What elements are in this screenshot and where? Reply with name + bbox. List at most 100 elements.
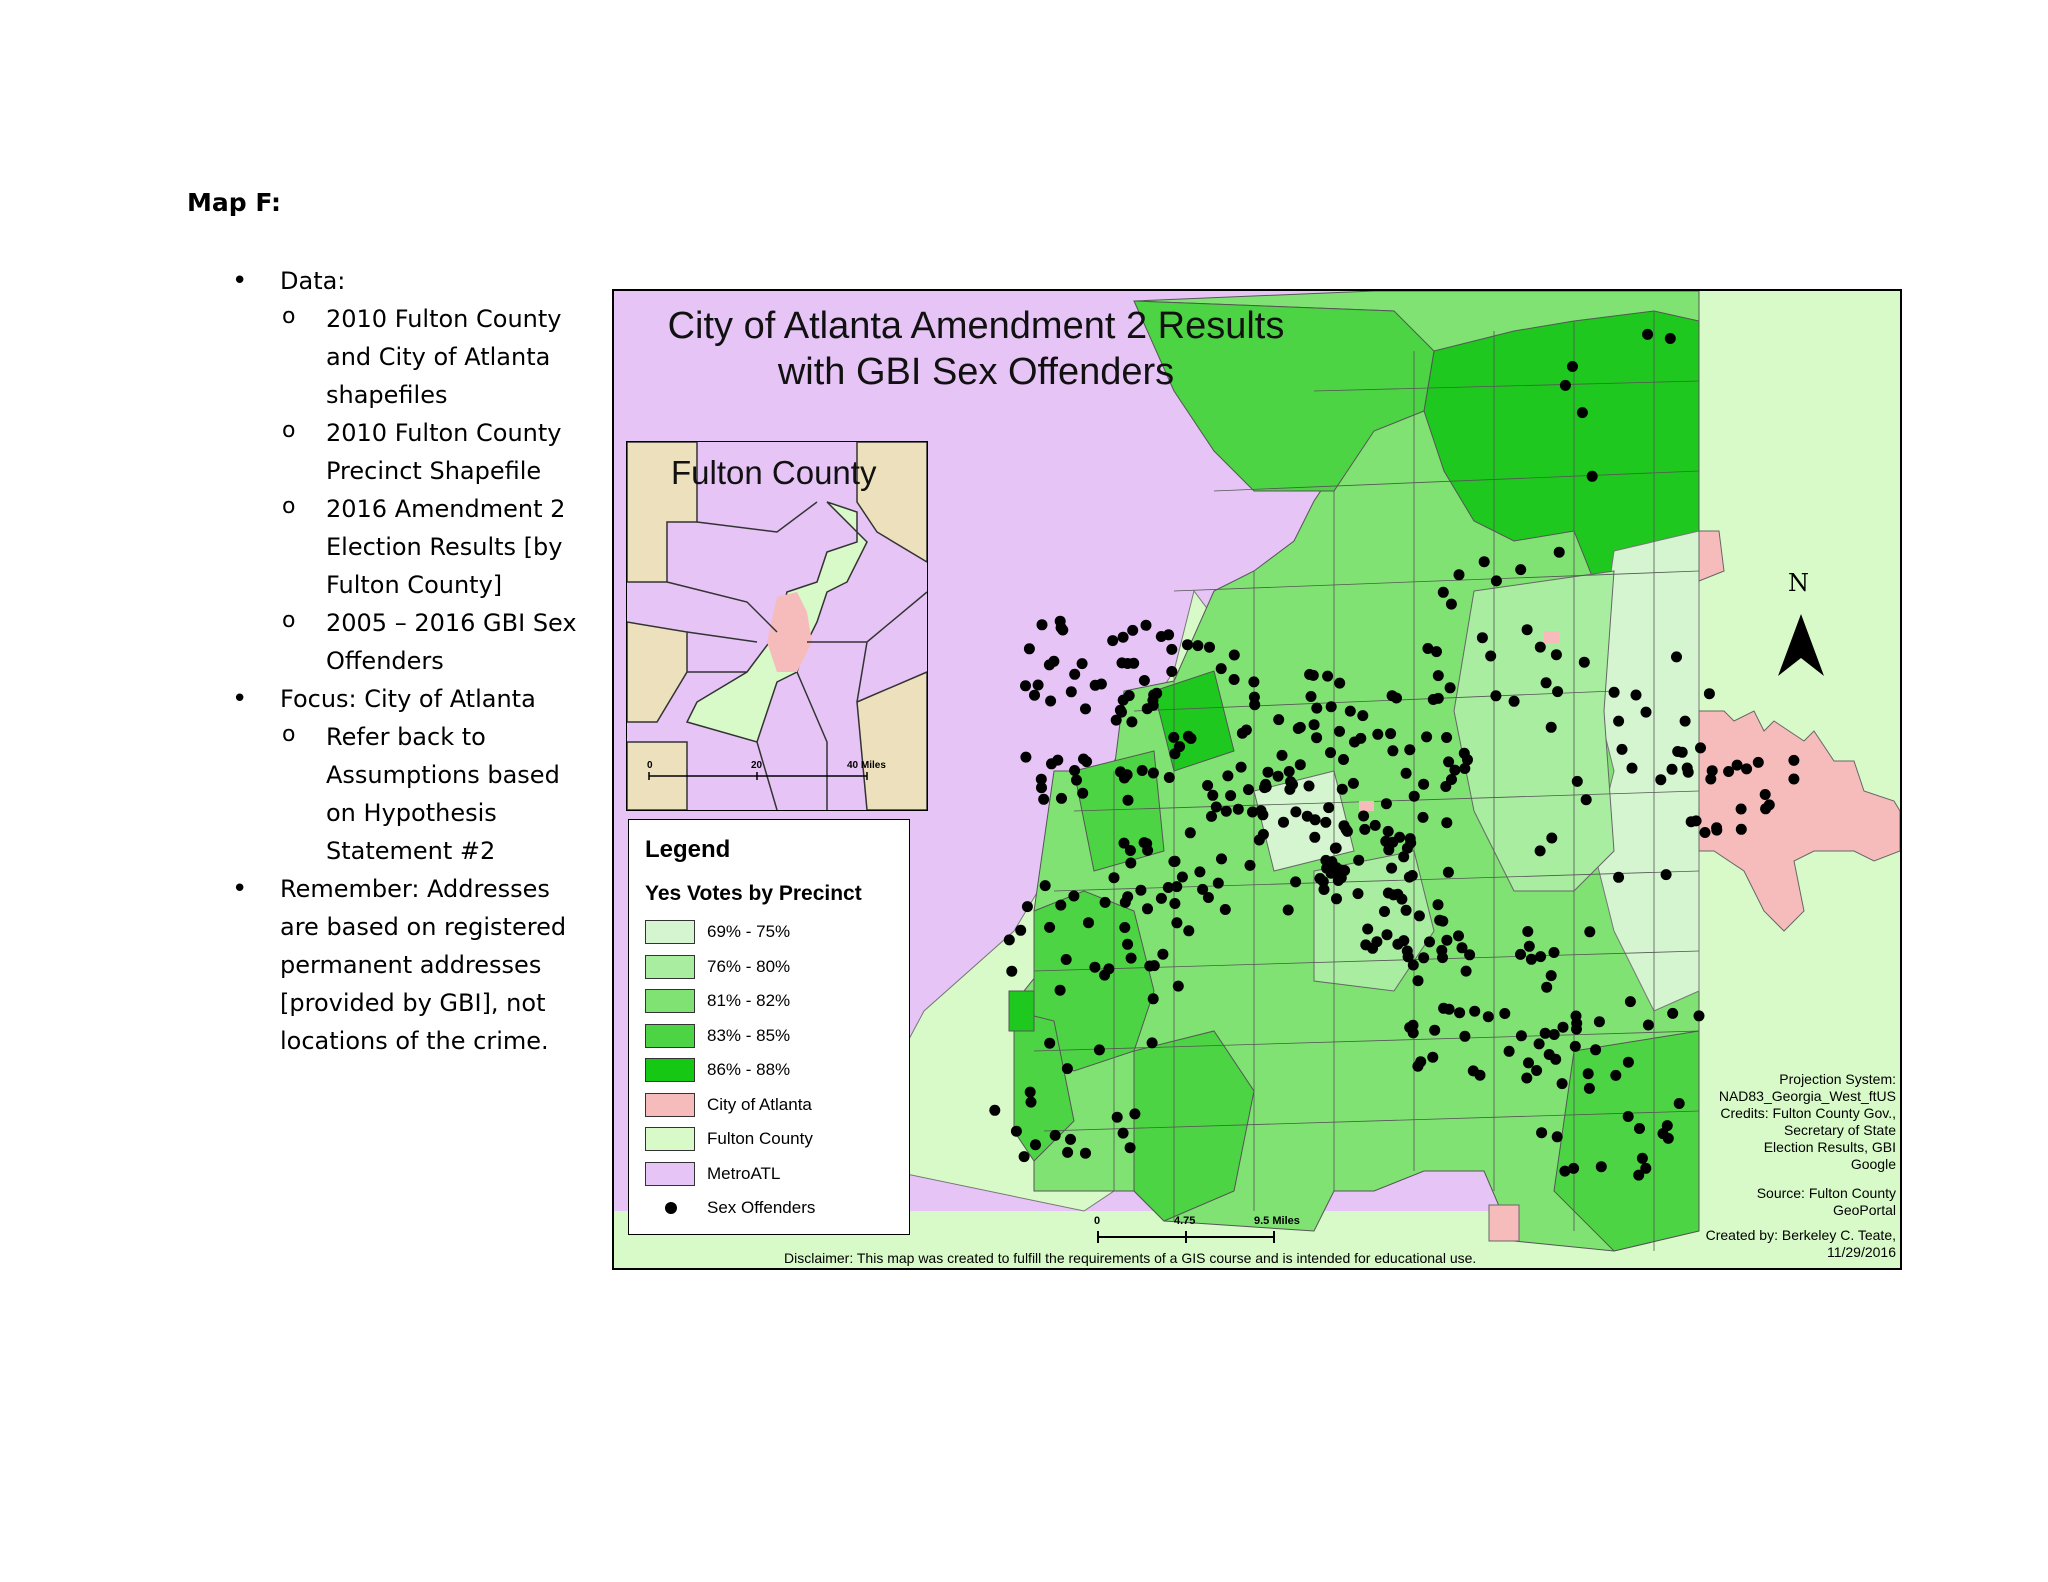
sex-offender-point bbox=[1182, 730, 1194, 742]
sex-offender-point bbox=[1398, 851, 1410, 863]
sex-offender-point bbox=[1222, 770, 1234, 782]
sex-offender-point bbox=[1633, 1169, 1645, 1181]
sex-offender-point bbox=[1456, 942, 1468, 954]
sex-offender-point bbox=[1655, 774, 1667, 786]
sex-offender-point bbox=[1136, 765, 1148, 776]
sex-offender-point bbox=[1552, 686, 1564, 698]
sex-offender-point bbox=[1065, 686, 1077, 698]
sex-offender-point bbox=[1089, 679, 1101, 691]
note-item: Remember: Addresses are based on registe… bbox=[230, 870, 590, 1060]
sex-offender-point bbox=[1711, 824, 1723, 836]
north-arrow-icon bbox=[1778, 614, 1824, 676]
precinct-area bbox=[1133, 300, 1435, 492]
sex-offender-point bbox=[1369, 819, 1381, 831]
sex-offender-point bbox=[1385, 728, 1397, 740]
legend-swatch bbox=[645, 989, 695, 1013]
sex-offender-point bbox=[1523, 1057, 1534, 1069]
sex-offender-point bbox=[1541, 981, 1553, 993]
sex-offender-point bbox=[1432, 670, 1444, 682]
inset-atlanta bbox=[767, 592, 812, 672]
legend-label: Fulton County bbox=[707, 1129, 813, 1148]
sex-offender-point bbox=[1392, 938, 1404, 950]
sex-offender-point bbox=[1699, 827, 1711, 838]
sex-offender-point bbox=[1099, 896, 1111, 908]
sex-offender-point bbox=[989, 1104, 1001, 1116]
sex-offender-point bbox=[1731, 759, 1743, 771]
sex-offender-point bbox=[1046, 758, 1057, 770]
sex-offender-point bbox=[1741, 763, 1753, 775]
sex-offender-point bbox=[1262, 766, 1274, 778]
sex-offender-point bbox=[1464, 949, 1476, 961]
sex-offender-point bbox=[1723, 766, 1735, 777]
sex-offender-point bbox=[1460, 965, 1472, 977]
sex-offender-point bbox=[1349, 736, 1360, 748]
sex-offender-point bbox=[1539, 1027, 1551, 1039]
sex-offender-point bbox=[1029, 689, 1040, 701]
sex-offender-point bbox=[1061, 1063, 1073, 1075]
sex-offender-point bbox=[1192, 640, 1204, 652]
legend-swatch bbox=[645, 954, 695, 979]
sex-offender-point bbox=[1273, 714, 1285, 726]
sex-offender-point bbox=[1626, 762, 1638, 774]
sex-offender-point bbox=[1146, 1037, 1158, 1049]
legend-swatch bbox=[645, 1058, 695, 1082]
sex-offender-point bbox=[1406, 870, 1418, 881]
sex-offender-point bbox=[1015, 924, 1027, 936]
sex-offender-point bbox=[1021, 901, 1033, 913]
sex-offender-point bbox=[1204, 641, 1215, 653]
sex-offender-point bbox=[1228, 649, 1240, 661]
sex-offender-point bbox=[1318, 884, 1330, 895]
sex-offender-point bbox=[1125, 857, 1137, 869]
sex-offender-point bbox=[1036, 782, 1047, 794]
legend-swatch bbox=[645, 1127, 695, 1151]
sex-offender-point bbox=[1147, 767, 1159, 779]
sex-offender-point bbox=[1382, 887, 1394, 899]
sex-offender-point bbox=[1307, 669, 1319, 681]
city-of-atlanta-region bbox=[1544, 631, 1559, 643]
sex-offender-point bbox=[1454, 1007, 1466, 1019]
sex-offender-point bbox=[1244, 859, 1256, 871]
sex-offender-point bbox=[1334, 677, 1346, 689]
sex-offender-point bbox=[1676, 746, 1688, 758]
sex-offender-point bbox=[1640, 1162, 1652, 1174]
inset-county bbox=[856, 671, 927, 810]
inset-map: Fulton County 0 20 40 Miles bbox=[626, 441, 928, 811]
sex-offender-point bbox=[1703, 688, 1715, 700]
sex-offender-point bbox=[1163, 772, 1175, 783]
sex-offender-point bbox=[1309, 831, 1321, 843]
sex-offender-point bbox=[1171, 917, 1183, 929]
sex-offender-point bbox=[1391, 692, 1402, 704]
sex-offender-point bbox=[1379, 906, 1390, 917]
sex-offender-point bbox=[1478, 556, 1490, 568]
author-line: Created by: Berkeley C. Teate, bbox=[1705, 1227, 1896, 1243]
sex-offender-point bbox=[1334, 864, 1346, 876]
sex-offender-point bbox=[1331, 893, 1342, 905]
sex-offender-point bbox=[1424, 936, 1435, 948]
sex-offender-point bbox=[1068, 890, 1080, 902]
sex-offender-point bbox=[1515, 1030, 1527, 1042]
sex-offender-point bbox=[1336, 783, 1348, 795]
note-subitem: Refer back to Assumptions based on Hypot… bbox=[230, 716, 590, 870]
map-title: City of Atlanta Amendment 2 Results with… bbox=[636, 303, 1316, 395]
legend-swatch bbox=[645, 1023, 695, 1048]
city-of-atlanta-region bbox=[1698, 530, 1725, 582]
sex-offender-point bbox=[1038, 793, 1050, 805]
credits-line: NAD83_Georgia_West_ftUS bbox=[1718, 1088, 1896, 1104]
sex-offender-point bbox=[1690, 815, 1702, 827]
sex-offender-point bbox=[1255, 805, 1267, 817]
sex-offender-point bbox=[1311, 732, 1323, 744]
sex-offender-point bbox=[1695, 742, 1706, 754]
map-disclaimer: Disclaimer: This map was created to fulf… bbox=[784, 1250, 1477, 1266]
sex-offender-point bbox=[1352, 888, 1364, 900]
sex-offender-point bbox=[1525, 953, 1537, 965]
sex-offender-point bbox=[1054, 615, 1066, 627]
sex-offender-point bbox=[1418, 952, 1430, 964]
sex-offender-point bbox=[1359, 823, 1371, 835]
sex-offender-point bbox=[1107, 635, 1119, 647]
sex-offender-point bbox=[1045, 695, 1057, 707]
sex-offender-point bbox=[1176, 871, 1188, 883]
sex-offender-point bbox=[1404, 744, 1416, 756]
sex-offender-point bbox=[1119, 922, 1131, 933]
sex-offender-point bbox=[1415, 1056, 1427, 1068]
sex-offender-point bbox=[1206, 810, 1217, 822]
